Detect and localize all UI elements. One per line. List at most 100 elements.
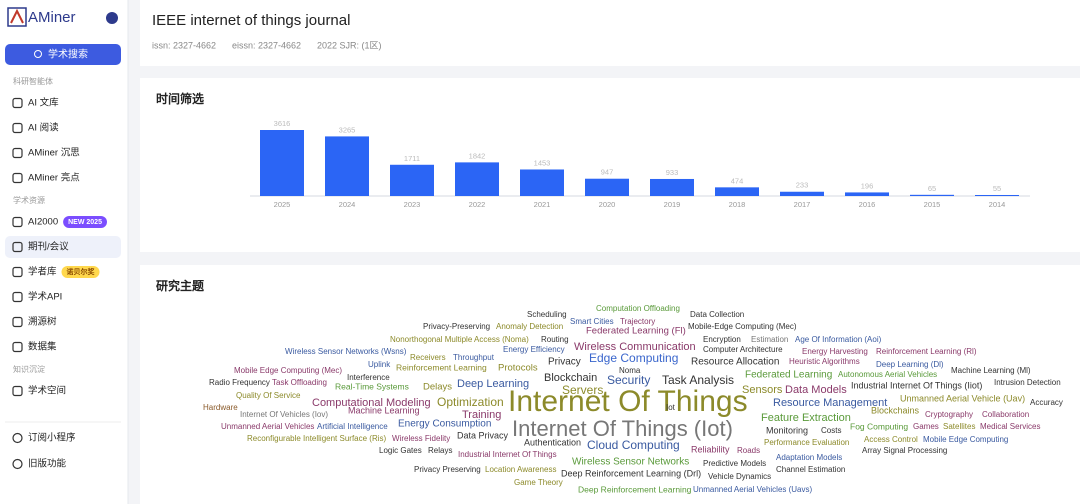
nav-item[interactable]: AI2000: [28, 217, 58, 228]
topic-word[interactable]: Edge Computing: [589, 351, 678, 365]
search-button[interactable]: [5, 44, 121, 65]
topic-word[interactable]: Deep Learning: [457, 378, 529, 390]
topic-word[interactable]: Location Awareness: [485, 465, 556, 474]
topic-word[interactable]: Internet Of Things (Iot): [512, 416, 733, 441]
topic-word[interactable]: Deep Reinforcement Learning (Drl): [561, 468, 701, 478]
topic-word[interactable]: Unmanned Aerial Vehicles: [221, 422, 314, 431]
topic-word[interactable]: Reconfigurable Intelligent Surface (Ris): [247, 434, 387, 443]
topic-word[interactable]: Computation Offloading: [596, 304, 680, 313]
topic-word[interactable]: Deep Learning (Dl): [876, 360, 944, 369]
topic-word[interactable]: Real-Time Systems: [335, 381, 409, 391]
topic-word[interactable]: Delays: [423, 382, 452, 393]
topic-word[interactable]: Interference: [347, 373, 390, 382]
topic-word[interactable]: Wireless Fidelity: [392, 434, 450, 443]
topic-word[interactable]: Computer Architecture: [703, 345, 783, 354]
bar[interactable]: [975, 194, 1019, 196]
topic-word[interactable]: Monitoring: [766, 425, 808, 435]
topic-word[interactable]: Cryptography: [925, 410, 973, 419]
topic-word[interactable]: Data Collection: [690, 310, 744, 319]
bar[interactable]: [650, 178, 694, 196]
topic-word[interactable]: Predictive Models: [703, 459, 766, 468]
topic-word[interactable]: Hardware: [203, 403, 238, 412]
topic-word[interactable]: Encryption: [703, 335, 741, 344]
topic-word[interactable]: Mobile Edge Computing (Mec): [234, 366, 342, 375]
topic-word[interactable]: Wireless Sensor Networks (Wsns): [285, 347, 407, 356]
topic-word[interactable]: Costs: [821, 426, 841, 435]
topic-word[interactable]: Privacy-Preserving: [423, 322, 490, 331]
topic-word[interactable]: Resource Management: [773, 397, 887, 409]
topic-word[interactable]: Unmanned Aerial Vehicle (Uav): [900, 393, 1025, 403]
topic-word[interactable]: Internet Of Vehicles (Iov): [240, 410, 328, 419]
topic-word[interactable]: Deep Reinforcement Learning: [578, 484, 692, 494]
topic-word[interactable]: Blockchains: [871, 405, 920, 415]
topic-word[interactable]: Mobile Edge Computing: [923, 435, 1008, 444]
bar[interactable]: [325, 136, 369, 196]
topic-word[interactable]: Machine Learning (Ml): [951, 366, 1031, 375]
topic-word[interactable]: Training: [462, 409, 501, 421]
topic-word[interactable]: Security: [607, 373, 650, 387]
bar[interactable]: [715, 187, 759, 196]
bar[interactable]: [585, 178, 629, 196]
topic-word[interactable]: Sensors: [742, 384, 783, 396]
nav-item[interactable]: 学术API: [28, 291, 62, 303]
topic-word[interactable]: Unmanned Aerial Vehicles (Uavs): [693, 485, 813, 494]
topic-word[interactable]: Industrial Internet Of Things: [458, 450, 557, 459]
nav-item[interactable]: 学术空间: [28, 385, 66, 397]
topic-word[interactable]: Data Privacy: [457, 430, 509, 440]
topic-word[interactable]: Computational Modeling: [312, 397, 431, 409]
topic-word[interactable]: Reinforcement Learning (Rl): [876, 347, 977, 356]
topic-word[interactable]: Autonomous Aerial Vehicles: [838, 370, 937, 379]
topic-word[interactable]: Privacy Preserving: [414, 465, 481, 474]
bar[interactable]: [910, 194, 954, 196]
nav-item[interactable]: 数据集: [28, 341, 57, 353]
topic-word[interactable]: Intrusion Detection: [994, 378, 1061, 387]
topic-word[interactable]: Smart Cities: [570, 317, 614, 326]
topic-word[interactable]: Games: [913, 422, 939, 431]
topic-word[interactable]: Adaptation Models: [776, 453, 842, 462]
topic-word[interactable]: Radio Frequency: [209, 378, 270, 387]
topic-word[interactable]: Cloud Computing: [587, 438, 680, 452]
topic-word[interactable]: Energy Harvesting: [802, 347, 868, 356]
topic-word[interactable]: Feature Extraction: [761, 412, 851, 424]
topic-word[interactable]: Noma: [619, 366, 641, 375]
topic-word[interactable]: Machine Learning: [348, 405, 420, 415]
topic-word[interactable]: Collaboration: [982, 410, 1029, 419]
bar[interactable]: [260, 130, 304, 196]
topic-word[interactable]: Task Analysis: [662, 373, 734, 387]
bar[interactable]: [780, 191, 824, 196]
topic-word[interactable]: Federated Learning (Fl): [586, 326, 686, 337]
bar[interactable]: [845, 192, 889, 196]
topic-word[interactable]: Wireless Communication: [574, 341, 696, 353]
topic-word[interactable]: Nonorthogonal Multiple Access (Noma): [390, 335, 529, 344]
topic-word[interactable]: Optimization: [437, 395, 504, 409]
topic-word[interactable]: Mobile-Edge Computing (Mec): [688, 322, 797, 331]
topic-word[interactable]: Data Models: [785, 384, 847, 396]
topic-word[interactable]: Blockchain: [544, 372, 597, 384]
topic-word[interactable]: Scheduling: [527, 310, 567, 319]
topic-word[interactable]: Privacy: [548, 357, 581, 368]
topic-word[interactable]: Performance Evaluation: [764, 438, 849, 447]
topic-word[interactable]: Routing: [541, 335, 569, 344]
topic-word[interactable]: Age Of Information (Aoi): [795, 335, 882, 344]
topic-word[interactable]: Uplink: [368, 360, 391, 369]
topic-word[interactable]: Reinforcement Learning: [396, 362, 487, 372]
topic-word[interactable]: Anomaly Detection: [496, 322, 563, 331]
topic-word[interactable]: Internet Of Things: [508, 385, 748, 418]
topic-word[interactable]: Roads: [737, 446, 760, 455]
topic-word[interactable]: Access Control: [864, 435, 918, 444]
topic-word[interactable]: Resource Allocation: [691, 357, 779, 368]
bar[interactable]: [390, 164, 434, 196]
topic-word[interactable]: Quality Of Service: [236, 391, 301, 400]
topic-word[interactable]: Relays: [428, 446, 452, 455]
topic-word[interactable]: Authentication: [524, 437, 581, 447]
topic-word[interactable]: Fog Computing: [850, 421, 908, 431]
topic-word[interactable]: Artificial Intelligence: [317, 422, 388, 431]
topic-word[interactable]: Iot: [666, 403, 676, 412]
collapse-icon[interactable]: [106, 12, 118, 24]
bar[interactable]: [455, 162, 499, 196]
nav-item[interactable]: AMiner 沉思: [28, 148, 80, 159]
nav-item[interactable]: 期刊/会议: [28, 241, 69, 253]
topic-word[interactable]: Energy Efficiency: [503, 345, 565, 354]
topic-word[interactable]: Logic Gates: [379, 446, 422, 455]
nav-item[interactable]: AMiner 亮点: [28, 172, 80, 184]
